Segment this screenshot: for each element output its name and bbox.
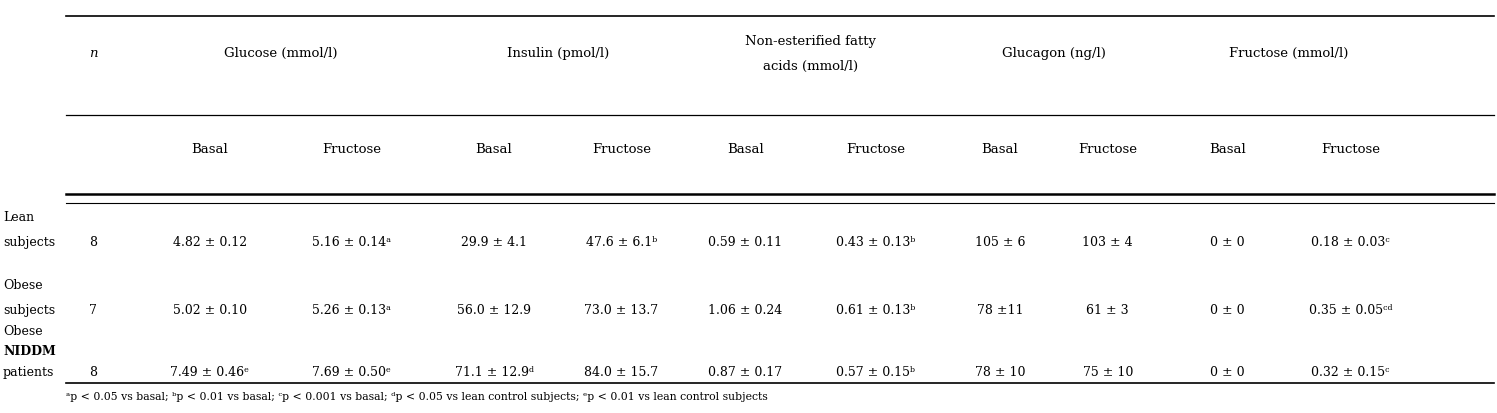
Text: Non-esterified fatty: Non-esterified fatty [746,35,876,48]
Text: n: n [88,47,97,60]
Text: 47.6 ± 6.1ᵇ: 47.6 ± 6.1ᵇ [585,235,657,248]
Text: Fructose: Fructose [1320,142,1380,155]
Text: 0.87 ± 0.17: 0.87 ± 0.17 [708,365,783,378]
Text: subjects: subjects [3,235,55,248]
Text: Obese: Obese [3,278,42,292]
Text: 105 ± 6: 105 ± 6 [975,235,1025,248]
Text: 5.02 ± 0.10: 5.02 ± 0.10 [172,303,247,316]
Text: Obese: Obese [3,324,42,337]
Text: 0.57 ± 0.15ᵇ: 0.57 ± 0.15ᵇ [837,365,915,378]
Text: Fructose: Fructose [846,142,906,155]
Text: Basal: Basal [192,142,228,155]
Text: 0.32 ± 0.15ᶜ: 0.32 ± 0.15ᶜ [1311,365,1389,378]
Text: 56.0 ± 12.9: 56.0 ± 12.9 [457,303,531,316]
Text: patients: patients [3,365,54,378]
Text: 7.49 ± 0.46ᵉ: 7.49 ± 0.46ᵉ [171,365,249,378]
Text: 29.9 ± 4.1: 29.9 ± 4.1 [461,235,527,248]
Text: 7: 7 [88,303,97,316]
Text: Basal: Basal [476,142,512,155]
Text: 61 ± 3: 61 ± 3 [1087,303,1129,316]
Text: 4.82 ± 0.12: 4.82 ± 0.12 [172,235,247,248]
Text: 84.0 ± 15.7: 84.0 ± 15.7 [584,365,659,378]
Text: Insulin (pmol/l): Insulin (pmol/l) [506,47,609,60]
Text: Glucose (mmol/l): Glucose (mmol/l) [225,47,337,60]
Text: 8: 8 [88,235,97,248]
Text: 5.16 ± 0.14ᵃ: 5.16 ± 0.14ᵃ [313,235,391,248]
Text: ᵃp < 0.05 vs basal; ᵇp < 0.01 vs basal; ᶜp < 0.001 vs basal; ᵈp < 0.05 vs lean c: ᵃp < 0.05 vs basal; ᵇp < 0.01 vs basal; … [66,392,768,401]
Text: 78 ±11: 78 ±11 [976,303,1024,316]
Text: 0.18 ± 0.03ᶜ: 0.18 ± 0.03ᶜ [1311,235,1389,248]
Text: 0.59 ± 0.11: 0.59 ± 0.11 [708,235,783,248]
Text: 5.26 ± 0.13ᵃ: 5.26 ± 0.13ᵃ [313,303,391,316]
Text: 103 ± 4: 103 ± 4 [1082,235,1133,248]
Text: 71.1 ± 12.9ᵈ: 71.1 ± 12.9ᵈ [455,365,533,378]
Text: 78 ± 10: 78 ± 10 [975,365,1025,378]
Text: Basal: Basal [728,142,763,155]
Text: 0 ± 0: 0 ± 0 [1210,365,1246,378]
Text: Glucagon (ng/l): Glucagon (ng/l) [1001,47,1106,60]
Text: 73.0 ± 13.7: 73.0 ± 13.7 [584,303,659,316]
Text: 0.43 ± 0.13ᵇ: 0.43 ± 0.13ᵇ [835,235,916,248]
Text: acids (mmol/l): acids (mmol/l) [763,59,858,73]
Text: Fructose: Fructose [322,142,382,155]
Text: 0 ± 0: 0 ± 0 [1210,235,1246,248]
Text: 8: 8 [88,365,97,378]
Text: 1.06 ± 0.24: 1.06 ± 0.24 [708,303,783,316]
Text: Basal: Basal [982,142,1018,155]
Text: 0.61 ± 0.13ᵇ: 0.61 ± 0.13ᵇ [835,303,916,316]
Text: Basal: Basal [1210,142,1246,155]
Text: 0.35 ± 0.05ᶜᵈ: 0.35 ± 0.05ᶜᵈ [1308,303,1392,316]
Text: Lean: Lean [3,210,34,223]
Text: Fructose: Fructose [1078,142,1138,155]
Text: 75 ± 10: 75 ± 10 [1082,365,1133,378]
Text: Fructose: Fructose [591,142,651,155]
Text: NIDDM: NIDDM [3,344,55,358]
Text: subjects: subjects [3,303,55,316]
Text: Fructose (mmol/l): Fructose (mmol/l) [1229,47,1349,60]
Text: 7.69 ± 0.50ᵉ: 7.69 ± 0.50ᵉ [313,365,391,378]
Text: 0 ± 0: 0 ± 0 [1210,303,1246,316]
